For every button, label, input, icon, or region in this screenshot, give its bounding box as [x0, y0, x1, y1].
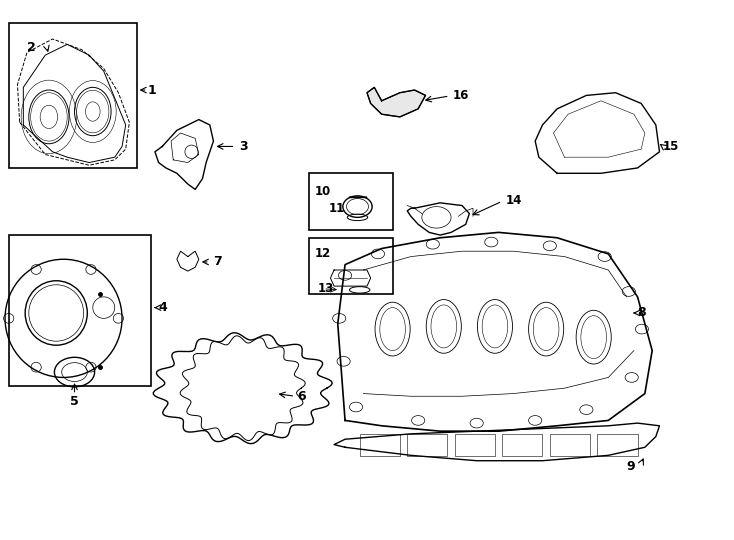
Text: 7: 7: [214, 255, 222, 268]
Bar: [597, 434, 638, 456]
Bar: [308, 238, 393, 294]
Polygon shape: [367, 87, 426, 117]
Text: 5: 5: [70, 395, 79, 408]
Text: 15: 15: [663, 140, 680, 153]
Text: 14: 14: [506, 194, 523, 207]
Bar: [550, 434, 590, 456]
Bar: [455, 434, 495, 456]
Text: 11: 11: [329, 202, 345, 215]
Bar: [9, 23, 137, 168]
Text: 16: 16: [453, 89, 469, 102]
Text: 13: 13: [318, 282, 334, 295]
Text: 3: 3: [239, 140, 247, 153]
Text: 6: 6: [297, 390, 306, 403]
Bar: [502, 434, 542, 456]
Text: 4: 4: [159, 301, 167, 314]
Text: 8: 8: [638, 307, 646, 320]
Text: 1: 1: [148, 84, 156, 97]
Text: 9: 9: [627, 460, 635, 472]
Bar: [407, 434, 448, 456]
Bar: [360, 434, 400, 456]
Bar: [308, 173, 393, 230]
Bar: [9, 235, 151, 386]
Text: 12: 12: [314, 247, 330, 260]
Text: 10: 10: [314, 185, 330, 198]
Text: 2: 2: [27, 40, 36, 53]
